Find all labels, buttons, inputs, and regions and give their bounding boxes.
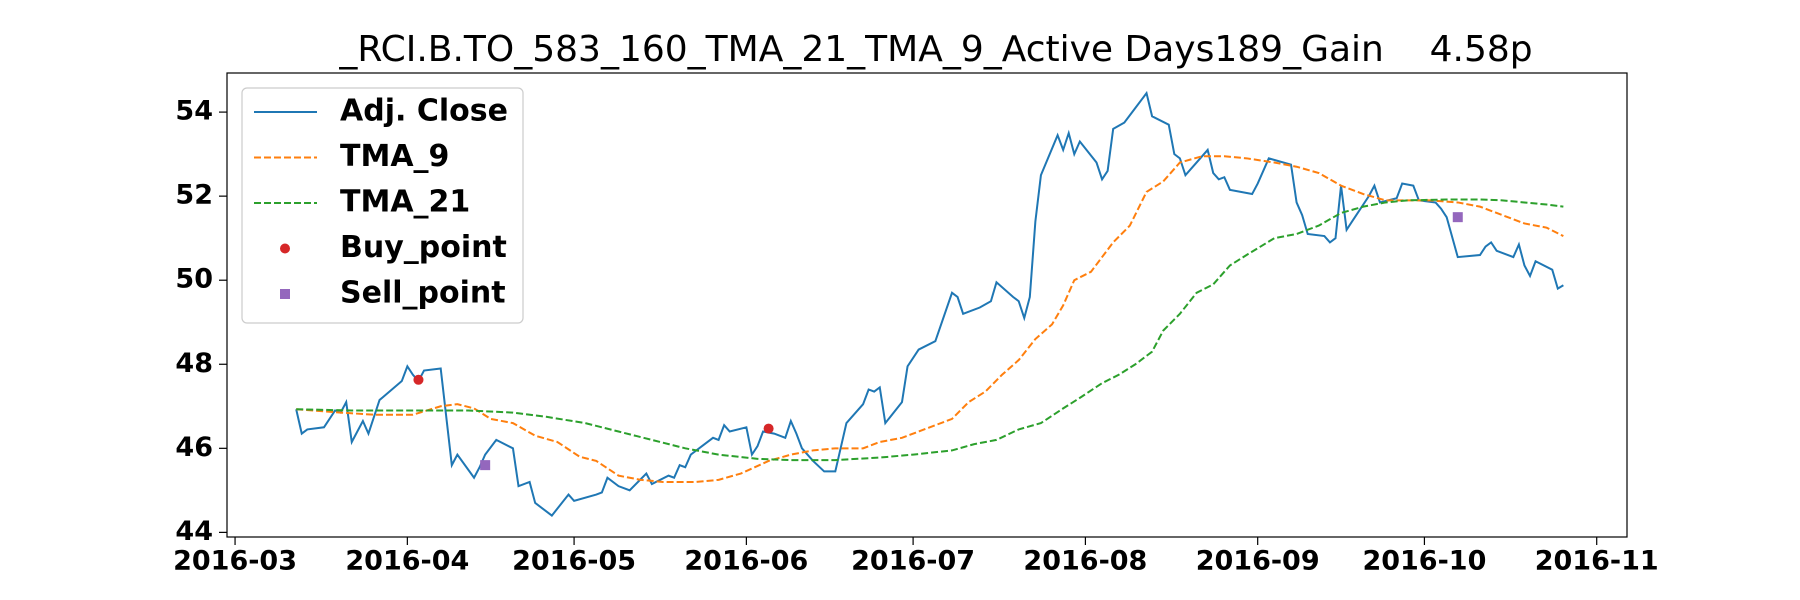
x-tick-label: 2016-11 bbox=[1535, 546, 1659, 577]
legend-label: TMA_9 bbox=[340, 139, 449, 174]
legend-label: Buy_point bbox=[340, 230, 507, 265]
y-tick-label: 50 bbox=[175, 264, 213, 295]
sell-marker bbox=[480, 460, 491, 471]
chart-title: _RCI.B.TO_583_160_TMA_21_TMA_9_Active Da… bbox=[338, 29, 1532, 70]
sell-marker bbox=[1452, 212, 1463, 223]
legend-box bbox=[241, 87, 524, 324]
x-tick-label: 2016-03 bbox=[173, 546, 297, 577]
series-line bbox=[295, 90, 1564, 517]
legend-label: Sell_point bbox=[340, 276, 506, 311]
legend-marker bbox=[280, 243, 290, 254]
x-tick-label: 2016-08 bbox=[1023, 546, 1147, 577]
x-tick-label: 2016-10 bbox=[1362, 546, 1486, 577]
series-line bbox=[296, 155, 1564, 483]
x-tick-label: 2016-07 bbox=[851, 546, 975, 577]
x-tick-label: 2016-09 bbox=[1196, 546, 1320, 577]
buy-marker bbox=[413, 374, 424, 385]
axes-frame bbox=[226, 72, 1628, 538]
y-tick-label: 48 bbox=[175, 348, 213, 379]
y-tick-label: 54 bbox=[175, 96, 213, 127]
y-tick-label: 46 bbox=[175, 432, 213, 463]
plot-area bbox=[295, 90, 1564, 517]
legend-marker bbox=[280, 289, 290, 299]
buy-marker bbox=[763, 423, 774, 434]
y-tick-label: 44 bbox=[175, 516, 213, 547]
x-tick-label: 2016-04 bbox=[345, 546, 469, 577]
x-tick-label: 2016-05 bbox=[512, 546, 636, 577]
legend-label: TMA_21 bbox=[340, 185, 470, 220]
y-tick-label: 52 bbox=[175, 180, 213, 211]
legend-label: Adj. Close bbox=[340, 94, 508, 129]
x-tick-label: 2016-06 bbox=[684, 546, 808, 577]
series-line bbox=[296, 198, 1564, 462]
